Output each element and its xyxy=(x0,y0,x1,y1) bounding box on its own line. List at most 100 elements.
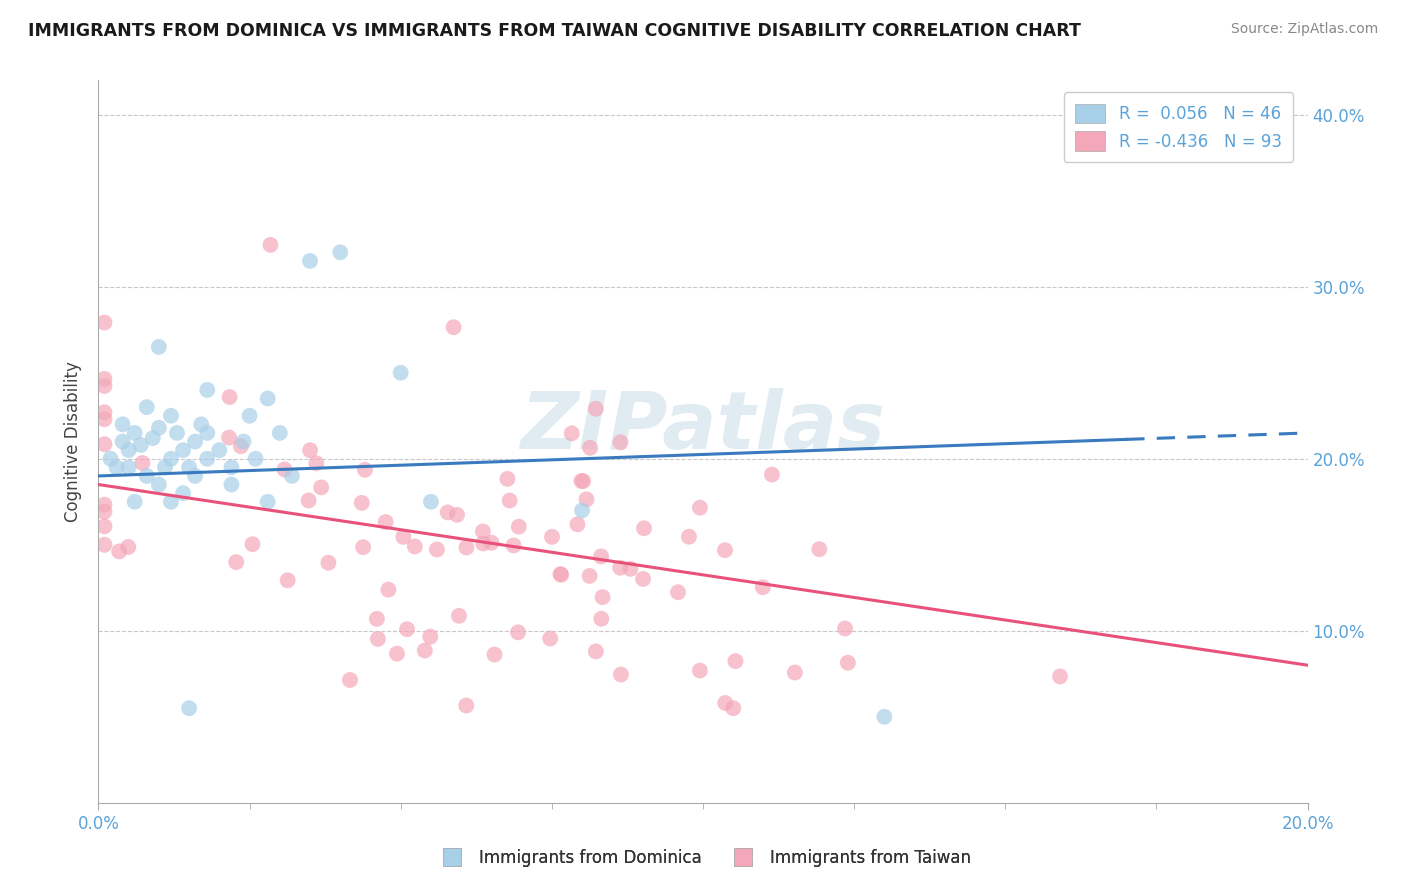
Point xyxy=(456,698,478,713)
Point xyxy=(436,505,458,519)
Point xyxy=(93,379,115,393)
Point xyxy=(298,493,321,508)
Point xyxy=(571,503,593,517)
Point xyxy=(498,493,520,508)
Y-axis label: Cognitive Disability: Cognitive Disability xyxy=(65,361,83,522)
Point xyxy=(714,543,737,558)
Point xyxy=(221,460,243,475)
Point xyxy=(190,417,212,432)
Point xyxy=(166,425,188,440)
Point xyxy=(420,494,443,508)
Point xyxy=(172,486,194,500)
Point xyxy=(124,494,146,508)
Point xyxy=(631,572,654,586)
Point xyxy=(225,555,247,569)
Point xyxy=(619,562,641,576)
Point xyxy=(245,451,267,466)
Point xyxy=(135,400,157,414)
Point xyxy=(385,647,408,661)
Point xyxy=(541,530,564,544)
Point xyxy=(218,390,240,404)
Point xyxy=(339,673,361,687)
Point xyxy=(352,540,374,554)
Point xyxy=(93,412,115,426)
Point xyxy=(172,443,194,458)
Point xyxy=(148,477,170,491)
Point xyxy=(392,530,415,544)
Point xyxy=(195,425,218,440)
Point xyxy=(93,372,115,386)
Point xyxy=(550,567,572,582)
Point xyxy=(610,667,633,681)
Point xyxy=(873,710,896,724)
Point xyxy=(578,569,600,583)
Point xyxy=(93,405,115,419)
Point xyxy=(350,496,373,510)
Point xyxy=(396,622,419,636)
Point xyxy=(354,463,377,477)
Point xyxy=(575,492,598,507)
Point xyxy=(538,632,561,646)
Point xyxy=(118,443,141,458)
Point xyxy=(585,401,607,416)
Point xyxy=(184,434,207,449)
Point xyxy=(93,519,115,533)
Point xyxy=(404,540,426,554)
Point xyxy=(93,538,115,552)
Point xyxy=(472,536,495,550)
Point xyxy=(111,417,134,432)
Point xyxy=(471,524,494,539)
Point xyxy=(456,541,478,555)
Point xyxy=(118,460,141,475)
Point xyxy=(195,383,218,397)
Point xyxy=(834,622,856,636)
Point xyxy=(269,425,291,440)
Point xyxy=(242,537,264,551)
Point xyxy=(609,560,631,574)
Text: IMMIGRANTS FROM DOMINICA VS IMMIGRANTS FROM TAIWAN COGNITIVE DISABILITY CORRELAT: IMMIGRANTS FROM DOMINICA VS IMMIGRANTS F… xyxy=(28,22,1081,40)
Point xyxy=(447,608,470,623)
Point xyxy=(508,519,530,533)
Point xyxy=(446,508,468,522)
Point xyxy=(550,567,572,582)
Point xyxy=(329,245,352,260)
Point xyxy=(299,443,322,458)
Point xyxy=(609,435,631,450)
Point xyxy=(239,409,262,423)
Point xyxy=(124,425,146,440)
Point xyxy=(148,421,170,435)
Point xyxy=(160,494,183,508)
Point xyxy=(571,474,593,488)
Point xyxy=(93,316,115,330)
Point xyxy=(723,701,745,715)
Point xyxy=(318,556,340,570)
Point xyxy=(117,540,139,554)
Point xyxy=(184,469,207,483)
Point xyxy=(1049,669,1071,683)
Point xyxy=(305,456,328,470)
Point xyxy=(689,664,711,678)
Point xyxy=(256,392,278,406)
Point xyxy=(160,409,183,423)
Point xyxy=(111,434,134,449)
Point xyxy=(93,498,115,512)
Point xyxy=(419,630,441,644)
Point xyxy=(374,515,396,529)
Point xyxy=(689,500,711,515)
Point xyxy=(105,460,128,475)
Point xyxy=(592,590,614,604)
Point xyxy=(561,426,583,441)
Point xyxy=(229,439,252,453)
Text: Source: ZipAtlas.com: Source: ZipAtlas.com xyxy=(1230,22,1378,37)
Point xyxy=(160,451,183,466)
Point xyxy=(179,701,201,715)
Point xyxy=(481,535,503,549)
Point xyxy=(142,431,165,445)
Point xyxy=(502,539,524,553)
Point xyxy=(366,612,388,626)
Point xyxy=(837,656,859,670)
Point xyxy=(506,625,529,640)
Point xyxy=(108,544,131,558)
Point xyxy=(153,460,176,475)
Point xyxy=(389,366,412,380)
